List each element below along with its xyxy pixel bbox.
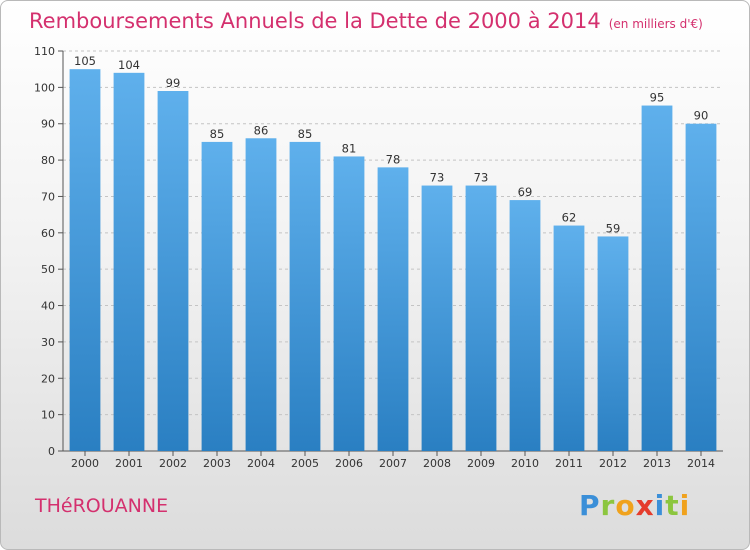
value-label: 78 [386, 152, 401, 166]
y-tick-label: 90 [41, 118, 55, 131]
y-tick-label: 50 [41, 263, 55, 276]
x-tick-label: 2004 [247, 457, 275, 470]
y-tick-label: 10 [41, 409, 55, 422]
y-tick-label: 60 [41, 227, 55, 240]
bar-2009 [465, 185, 497, 451]
value-label: 69 [518, 185, 533, 199]
y-tick-label: 20 [41, 372, 55, 385]
value-label: 86 [254, 123, 269, 137]
logo-letter: r [600, 489, 616, 522]
x-tick-label: 2008 [423, 457, 451, 470]
commune-name: THéROUANNE [35, 495, 169, 517]
x-tick-label: 2000 [71, 457, 99, 470]
y-tick-label: 40 [41, 300, 55, 313]
y-tick-label: 80 [41, 154, 55, 167]
bar-2010 [509, 200, 541, 451]
bar-2007 [377, 167, 409, 451]
value-label: 104 [118, 58, 140, 72]
logo-letter: i [654, 489, 666, 522]
x-tick-label: 2003 [203, 457, 231, 470]
unit-label: (en milliers d'€) [608, 17, 703, 31]
logo-letter: i [679, 489, 691, 522]
value-label: 99 [166, 76, 181, 90]
bar-2000 [69, 69, 101, 451]
logo-letter: t [665, 489, 680, 522]
y-tick-label: 100 [34, 81, 55, 94]
bar-2001 [113, 72, 145, 452]
bar-2005 [289, 141, 321, 451]
value-label: 73 [474, 171, 489, 185]
x-tick-label: 2009 [467, 457, 495, 470]
x-tick-label: 2013 [643, 457, 671, 470]
logo-letter: o [615, 489, 636, 522]
chart-title: Remboursements Annuels de la Dette de 20… [29, 9, 703, 33]
y-tick-label: 30 [41, 336, 55, 349]
y-tick-label: 110 [34, 45, 55, 58]
bar-2011 [553, 225, 585, 451]
logo-letter: x [635, 489, 655, 522]
x-tick-label: 2010 [511, 457, 539, 470]
value-label: 62 [562, 211, 577, 225]
x-tick-label: 2012 [599, 457, 627, 470]
x-tick-label: 2002 [159, 457, 187, 470]
bar-2003 [201, 141, 233, 451]
logo-letter: P [579, 489, 601, 522]
bar-2012 [597, 236, 629, 451]
y-tick-label: 0 [48, 445, 55, 458]
labels: 0 10 20 30 40 50 60 70 80 90 100 110 105 2000 104 2001 9… [34, 45, 715, 470]
x-tick-label: 2014 [687, 457, 715, 470]
value-label: 105 [74, 54, 96, 68]
value-label: 59 [606, 221, 621, 235]
value-label: 85 [210, 127, 225, 141]
x-tick-label: 2011 [555, 457, 583, 470]
title-text: Remboursements Annuels de la Dette de 20… [29, 9, 601, 33]
value-label: 81 [342, 141, 357, 155]
bar-2006 [333, 156, 365, 452]
x-tick-label: 2007 [379, 457, 407, 470]
x-tick-label: 2005 [291, 457, 319, 470]
bar-2013 [641, 105, 673, 451]
value-label: 90 [694, 109, 709, 123]
bars [69, 69, 717, 452]
proxiti-logo: Proxiti [579, 489, 690, 522]
bar-2002 [157, 91, 189, 451]
value-label: 73 [430, 171, 445, 185]
value-label: 95 [650, 91, 665, 105]
x-tick-label: 2001 [115, 457, 143, 470]
bar-2004 [245, 138, 277, 452]
y-tick-label: 70 [41, 190, 55, 203]
bar-2008 [421, 185, 453, 451]
bar-2014 [685, 123, 717, 452]
x-tick-label: 2006 [335, 457, 363, 470]
value-label: 85 [298, 127, 313, 141]
